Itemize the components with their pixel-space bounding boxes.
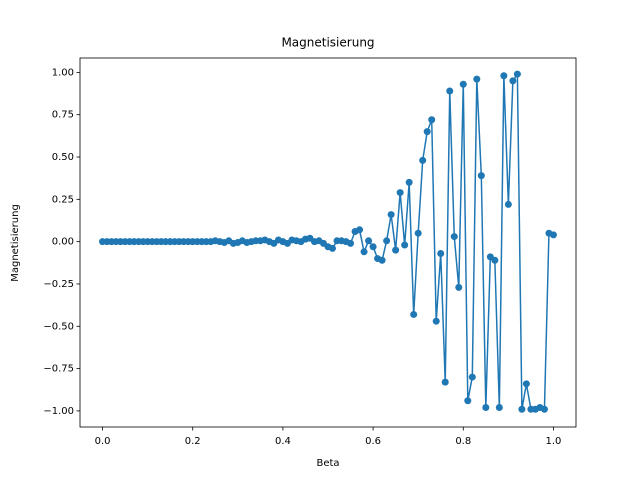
point xyxy=(540,405,548,413)
point xyxy=(410,310,418,318)
point xyxy=(477,172,485,180)
y-tick-label: −1.00 xyxy=(43,406,74,417)
point xyxy=(437,250,445,258)
x-axis-label: Beta xyxy=(316,458,339,469)
x-tick-label: 0.2 xyxy=(185,436,201,447)
chart-title: Magnetisierung xyxy=(281,36,374,50)
point xyxy=(464,397,472,405)
y-tick-label: 0.75 xyxy=(52,110,74,121)
x-tick-label: 1.0 xyxy=(546,436,562,447)
point xyxy=(468,373,476,381)
y-tick-label: 0.25 xyxy=(52,194,74,205)
x-tick-label: 0.0 xyxy=(95,436,111,447)
point xyxy=(455,283,463,291)
point xyxy=(446,87,454,95)
point xyxy=(378,256,386,264)
point xyxy=(356,226,364,234)
y-tick-label: −0.75 xyxy=(43,364,74,375)
point xyxy=(329,244,337,252)
point xyxy=(347,239,355,247)
y-tick-label: −0.25 xyxy=(43,279,74,290)
point xyxy=(387,211,395,219)
point xyxy=(423,128,431,136)
point xyxy=(500,72,508,80)
point xyxy=(428,116,436,124)
point xyxy=(414,229,422,237)
point xyxy=(419,156,427,164)
y-tick-label: 0.00 xyxy=(52,237,74,248)
point xyxy=(504,200,512,208)
point xyxy=(509,77,517,85)
point xyxy=(360,248,368,256)
plot-frame xyxy=(79,57,577,428)
point xyxy=(518,405,526,413)
x-tick-label: 0.6 xyxy=(365,436,381,447)
y-tick-label: −0.50 xyxy=(43,321,74,332)
x-tick-label: 0.8 xyxy=(455,436,471,447)
point xyxy=(396,189,404,197)
y-tick-label: 0.50 xyxy=(52,152,74,163)
point xyxy=(482,404,490,412)
point xyxy=(459,80,467,88)
point xyxy=(513,70,521,78)
point xyxy=(450,233,458,241)
point xyxy=(401,241,409,249)
y-axis-label: Magnetisierung xyxy=(10,204,21,282)
x-tick-label: 0.4 xyxy=(275,436,291,447)
point xyxy=(405,178,413,186)
point xyxy=(522,380,530,388)
y-tick-label: 1.00 xyxy=(52,67,74,78)
point xyxy=(495,404,503,412)
point xyxy=(383,237,391,245)
point xyxy=(365,237,373,245)
point xyxy=(491,256,499,264)
point xyxy=(549,231,557,239)
point xyxy=(441,378,449,386)
point xyxy=(369,243,377,251)
point xyxy=(392,246,400,254)
point xyxy=(432,317,440,325)
point xyxy=(473,75,481,83)
